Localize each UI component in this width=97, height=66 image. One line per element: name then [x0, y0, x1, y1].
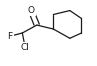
Text: Cl: Cl	[21, 43, 30, 52]
Text: F: F	[7, 32, 12, 41]
Text: O: O	[28, 6, 35, 15]
